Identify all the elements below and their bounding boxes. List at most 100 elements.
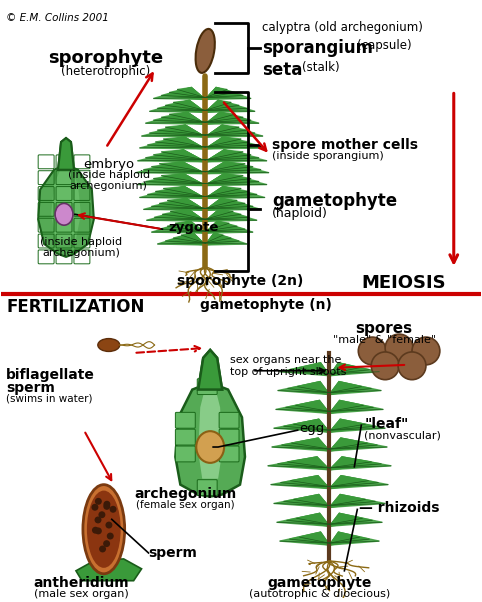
Polygon shape — [278, 382, 330, 394]
Polygon shape — [330, 457, 391, 470]
Polygon shape — [153, 174, 205, 185]
Text: gametophyte (n): gametophyte (n) — [200, 299, 332, 312]
Text: top of upright shoots: top of upright shoots — [230, 367, 347, 377]
Polygon shape — [205, 233, 247, 245]
Text: sporangium: sporangium — [262, 39, 373, 57]
Polygon shape — [330, 400, 373, 414]
Text: "leaf": "leaf" — [364, 417, 409, 431]
Polygon shape — [330, 363, 369, 376]
Polygon shape — [161, 174, 205, 185]
Polygon shape — [149, 125, 205, 137]
Text: archegonium): archegonium) — [70, 181, 147, 191]
Polygon shape — [205, 87, 243, 99]
Polygon shape — [171, 209, 205, 221]
Polygon shape — [161, 87, 205, 99]
Polygon shape — [205, 150, 267, 162]
Circle shape — [95, 527, 102, 535]
Circle shape — [95, 498, 102, 505]
Polygon shape — [330, 476, 388, 489]
Polygon shape — [162, 209, 205, 221]
Polygon shape — [160, 199, 205, 210]
Polygon shape — [156, 187, 205, 199]
Polygon shape — [140, 137, 205, 149]
Text: biflagellate: biflagellate — [6, 368, 95, 382]
Text: archegonium): archegonium) — [42, 248, 120, 258]
Polygon shape — [205, 101, 247, 113]
Polygon shape — [205, 174, 259, 185]
Polygon shape — [295, 400, 330, 414]
Polygon shape — [175, 221, 205, 233]
Polygon shape — [205, 174, 267, 185]
Text: gametophyte: gametophyte — [272, 191, 397, 209]
Polygon shape — [330, 419, 375, 432]
Polygon shape — [300, 532, 330, 545]
Ellipse shape — [196, 431, 224, 463]
Polygon shape — [205, 162, 261, 174]
Polygon shape — [156, 137, 205, 149]
Polygon shape — [292, 438, 330, 451]
Circle shape — [98, 511, 106, 518]
Polygon shape — [158, 101, 205, 113]
Polygon shape — [198, 350, 222, 389]
Polygon shape — [330, 532, 369, 545]
Circle shape — [398, 352, 426, 380]
Polygon shape — [330, 476, 378, 489]
Circle shape — [371, 352, 399, 380]
Polygon shape — [205, 209, 233, 221]
Text: spore mother cells: spore mother cells — [272, 138, 418, 152]
Text: (capsule): (capsule) — [357, 39, 412, 52]
Polygon shape — [284, 419, 330, 432]
Polygon shape — [205, 87, 227, 99]
Polygon shape — [330, 514, 372, 526]
FancyBboxPatch shape — [175, 429, 195, 445]
Polygon shape — [205, 221, 229, 233]
Polygon shape — [205, 137, 265, 149]
Polygon shape — [298, 382, 330, 394]
Polygon shape — [38, 165, 94, 257]
Text: gametophyte: gametophyte — [268, 576, 372, 590]
Circle shape — [109, 506, 117, 513]
Polygon shape — [205, 209, 257, 221]
Polygon shape — [163, 187, 205, 199]
FancyBboxPatch shape — [219, 412, 239, 428]
Circle shape — [103, 540, 110, 547]
Polygon shape — [205, 87, 235, 99]
Polygon shape — [58, 138, 74, 170]
Polygon shape — [205, 125, 255, 137]
Polygon shape — [330, 382, 381, 394]
Text: sporophyte (2n): sporophyte (2n) — [177, 274, 303, 288]
Polygon shape — [175, 383, 245, 497]
Circle shape — [92, 504, 98, 510]
Polygon shape — [137, 174, 205, 185]
Polygon shape — [160, 221, 205, 233]
Polygon shape — [198, 383, 222, 479]
Ellipse shape — [98, 338, 120, 352]
Polygon shape — [205, 199, 261, 210]
Text: egg: egg — [300, 422, 325, 435]
Polygon shape — [151, 221, 205, 233]
Circle shape — [412, 337, 440, 365]
Polygon shape — [330, 419, 365, 432]
Text: © E.M. Collins 2001: © E.M. Collins 2001 — [6, 13, 109, 23]
Text: (female sex organ): (female sex organ) — [136, 500, 235, 509]
Polygon shape — [151, 199, 205, 210]
Text: sperm: sperm — [148, 546, 198, 560]
Polygon shape — [297, 514, 330, 526]
Polygon shape — [147, 137, 205, 149]
Polygon shape — [142, 125, 205, 137]
Text: (autotrophic & dioecious): (autotrophic & dioecious) — [249, 589, 390, 598]
Polygon shape — [330, 514, 362, 526]
Polygon shape — [290, 532, 330, 545]
Polygon shape — [330, 382, 371, 394]
Polygon shape — [330, 514, 382, 526]
Ellipse shape — [87, 491, 120, 568]
Polygon shape — [274, 419, 330, 432]
Polygon shape — [174, 233, 205, 245]
Polygon shape — [330, 457, 371, 470]
Polygon shape — [146, 174, 205, 185]
Polygon shape — [280, 363, 330, 376]
Polygon shape — [205, 101, 255, 113]
Polygon shape — [169, 87, 205, 99]
Polygon shape — [280, 532, 330, 545]
Polygon shape — [51, 165, 81, 239]
